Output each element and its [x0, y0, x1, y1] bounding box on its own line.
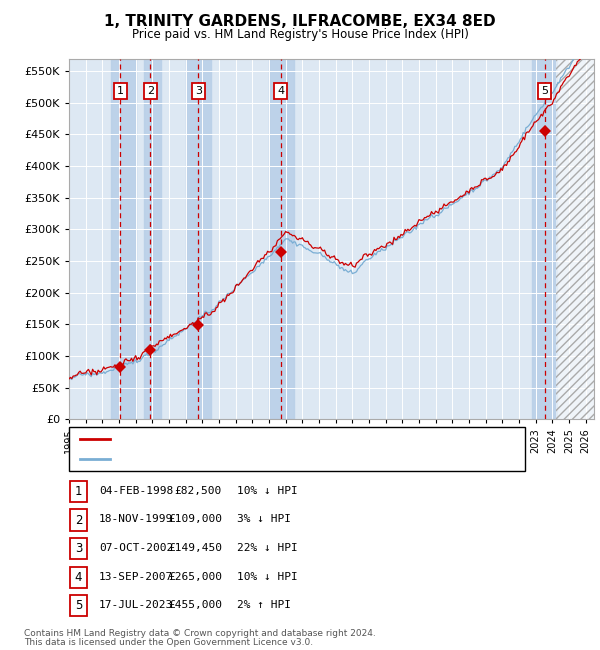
Text: 5: 5 [75, 599, 82, 612]
Text: 3: 3 [195, 86, 202, 96]
Text: 13-SEP-2007: 13-SEP-2007 [99, 571, 173, 582]
Text: £149,450: £149,450 [168, 543, 222, 553]
Bar [185, 58, 211, 419]
Text: 3: 3 [75, 542, 82, 555]
Text: 04-FEB-1998: 04-FEB-1998 [99, 486, 173, 496]
Text: 10% ↓ HPI: 10% ↓ HPI [237, 486, 298, 496]
Text: £455,000: £455,000 [168, 600, 222, 610]
Text: 17-JUL-2023: 17-JUL-2023 [99, 600, 173, 610]
Bar [144, 58, 161, 419]
Text: Price paid vs. HM Land Registry's House Price Index (HPI): Price paid vs. HM Land Registry's House … [131, 28, 469, 41]
Text: 1, TRINITY GARDENS, ILFRACOMBE, EX34 8ED: 1, TRINITY GARDENS, ILFRACOMBE, EX34 8ED [104, 14, 496, 29]
Text: HPI: Average price, detached house, North Devon: HPI: Average price, detached house, Nort… [115, 454, 373, 464]
Bar [269, 58, 294, 419]
Bar [556, 58, 594, 419]
Text: This data is licensed under the Open Government Licence v3.0.: This data is licensed under the Open Gov… [24, 638, 313, 647]
Bar [110, 58, 136, 419]
Text: 22% ↓ HPI: 22% ↓ HPI [237, 543, 298, 553]
Text: 1, TRINITY GARDENS, ILFRACOMBE, EX34 8ED (detached house): 1, TRINITY GARDENS, ILFRACOMBE, EX34 8ED… [115, 434, 448, 444]
Text: 10% ↓ HPI: 10% ↓ HPI [237, 571, 298, 582]
Text: 4: 4 [75, 571, 82, 584]
Bar [532, 58, 557, 419]
Bar [556, 58, 594, 419]
Text: 3% ↓ HPI: 3% ↓ HPI [237, 514, 291, 525]
Text: 5: 5 [541, 86, 548, 96]
Text: £265,000: £265,000 [168, 571, 222, 582]
Text: 1: 1 [75, 485, 82, 498]
Text: 1: 1 [117, 86, 124, 96]
Text: 2: 2 [75, 514, 82, 526]
Text: 2: 2 [147, 86, 154, 96]
Text: 2% ↑ HPI: 2% ↑ HPI [237, 600, 291, 610]
Text: Contains HM Land Registry data © Crown copyright and database right 2024.: Contains HM Land Registry data © Crown c… [24, 629, 376, 638]
Text: £82,500: £82,500 [175, 486, 222, 496]
Text: £109,000: £109,000 [168, 514, 222, 525]
Text: 4: 4 [277, 86, 284, 96]
Text: 18-NOV-1999: 18-NOV-1999 [99, 514, 173, 525]
Text: 07-OCT-2002: 07-OCT-2002 [99, 543, 173, 553]
